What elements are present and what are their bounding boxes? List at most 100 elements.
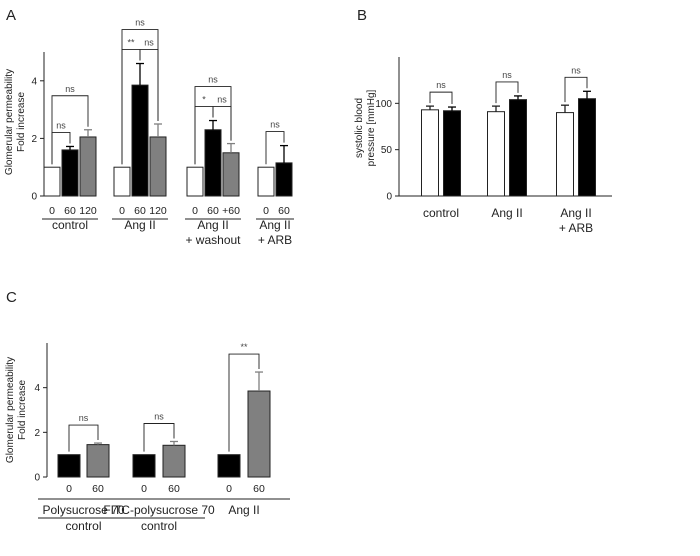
group-label-a-2: + washout	[185, 233, 241, 247]
x-tick-label-c: 0	[226, 483, 232, 495]
sig-bracket-c	[228, 353, 260, 452]
group-label-a-3: Ang II	[259, 218, 290, 232]
bar-a-2-2	[222, 152, 240, 197]
x-tick-label-a: +60	[222, 205, 240, 217]
x-tick-label-c: 0	[141, 483, 147, 495]
sig-bracket-b	[495, 81, 519, 104]
bar-b-1-1	[509, 99, 527, 197]
y-tick-label-a: 4	[31, 76, 37, 87]
sig-label-c: ns	[79, 413, 89, 423]
bar-a-1-0	[113, 166, 131, 197]
group-label-b-2: Ang II	[560, 206, 591, 220]
group-label-c-1: control	[141, 519, 177, 533]
sig-label-a: ns	[217, 95, 227, 105]
group-label-c-2: Ang II	[228, 503, 259, 517]
bar-a-2-0	[186, 166, 204, 197]
panel-label-b: B	[357, 7, 367, 24]
bar-c-1-0	[132, 454, 156, 478]
y-axis-label-a: Glomerular permeabilityFold increase	[4, 69, 27, 175]
x-tick-label-a: 60	[134, 205, 146, 217]
bar-a-1-1	[131, 84, 149, 197]
y-axis-label-line: Fold increase	[17, 380, 28, 440]
group-label-c-0: Polysucrose 70	[42, 503, 124, 517]
y-tick-label-c: 4	[34, 383, 40, 394]
bar-a-3-0	[257, 166, 275, 197]
bar-b-0-0	[421, 109, 439, 197]
bar-b-2-0	[556, 112, 574, 197]
x-tick-label-a: 0	[49, 205, 55, 217]
bar-b-1-0	[487, 111, 505, 197]
x-tick-label-c: 60	[168, 483, 180, 495]
bar-a-0-0	[43, 166, 61, 197]
x-tick-label-a: 0	[119, 205, 125, 217]
sig-label-a: ns	[270, 120, 280, 130]
group-label-a-0: control	[52, 218, 88, 232]
y-axis-label-line: systolic blood	[354, 98, 365, 158]
y-axis-label-line: Glomerular permeability	[5, 357, 16, 463]
bar-c-2-1	[247, 390, 271, 478]
y-tick-label-a: 2	[31, 134, 37, 145]
sig-label-a: *	[202, 95, 206, 105]
sig-label-b: ns	[436, 80, 446, 90]
bar-a-1-2	[149, 136, 167, 197]
group-label-b-1: Ang II	[491, 206, 522, 220]
sig-label-a: ns	[56, 120, 66, 130]
sig-bracket-c	[143, 423, 175, 452]
bar-a-0-2	[79, 136, 97, 197]
y-axis-label-line: Fold increase	[16, 92, 27, 152]
x-tick-label-a: 60	[278, 205, 290, 217]
sig-label-a: **	[127, 38, 135, 48]
sig-label-b: ns	[502, 70, 512, 80]
sig-label-c: **	[240, 342, 248, 352]
bar-a-2-1	[204, 129, 222, 197]
sig-label-a: ns	[135, 18, 145, 28]
y-tick-label-c: 0	[34, 473, 40, 484]
bar-b-0-1	[443, 110, 461, 197]
sig-label-a: ns	[65, 84, 75, 94]
sig-label-a: ns	[144, 38, 154, 48]
bar-c-0-1	[86, 444, 110, 478]
y-tick-label-a: 0	[31, 192, 37, 203]
sig-bracket-a	[121, 29, 159, 165]
x-tick-label-a: 120	[149, 205, 167, 217]
x-tick-label-a: 120	[79, 205, 97, 217]
sig-bracket-c	[68, 424, 99, 452]
panel-label-a: A	[6, 7, 16, 24]
y-axis-label-c: Glomerular permeabilityFold increase	[5, 357, 28, 463]
sig-label-a: ns	[208, 75, 218, 85]
bar-b-2-1	[578, 98, 596, 197]
group-label-b-2: + ARB	[559, 221, 593, 235]
sig-bracket-b	[564, 76, 588, 103]
group-label-a-2: Ang II	[197, 218, 228, 232]
bar-a-3-1	[275, 162, 293, 197]
sig-label-c: ns	[154, 411, 164, 421]
sig-bracket-a	[194, 86, 232, 165]
sig-bracket-b	[429, 91, 453, 105]
y-tick-label-b: 50	[381, 145, 393, 156]
x-tick-label-a: 0	[263, 205, 269, 217]
x-tick-label-a: 60	[64, 205, 76, 217]
y-axis-label-line: pressure [mmHg]	[366, 89, 377, 166]
bar-c-2-0	[217, 454, 241, 478]
sig-label-b: ns	[571, 65, 581, 75]
y-axis-label-line: Glomerular permeability	[4, 69, 15, 175]
y-tick-label-c: 2	[34, 428, 40, 439]
y-tick-label-b: 0	[386, 192, 392, 203]
x-tick-label-c: 60	[92, 483, 104, 495]
group-label-c-1: FITC-polysucrose 70	[103, 503, 215, 517]
x-tick-label-c: 60	[253, 483, 265, 495]
x-tick-label-c: 0	[66, 483, 72, 495]
bar-c-0-0	[57, 454, 81, 478]
y-axis-label-b: systolic bloodpressure [mmHg]	[354, 89, 377, 166]
panel-label-c: C	[6, 289, 17, 306]
bar-c-1-1	[162, 444, 186, 478]
bar-a-0-1	[61, 149, 79, 197]
sig-bracket-a	[51, 95, 89, 165]
group-label-a-1: Ang II	[124, 218, 155, 232]
group-label-c-0: control	[65, 519, 101, 533]
group-label-b-0: control	[423, 206, 459, 220]
x-tick-label-a: 60	[207, 205, 219, 217]
sig-bracket-a	[265, 131, 285, 165]
x-tick-label-a: 0	[192, 205, 198, 217]
